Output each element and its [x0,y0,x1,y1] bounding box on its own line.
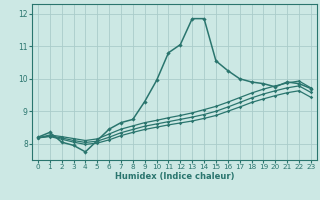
X-axis label: Humidex (Indice chaleur): Humidex (Indice chaleur) [115,172,234,181]
